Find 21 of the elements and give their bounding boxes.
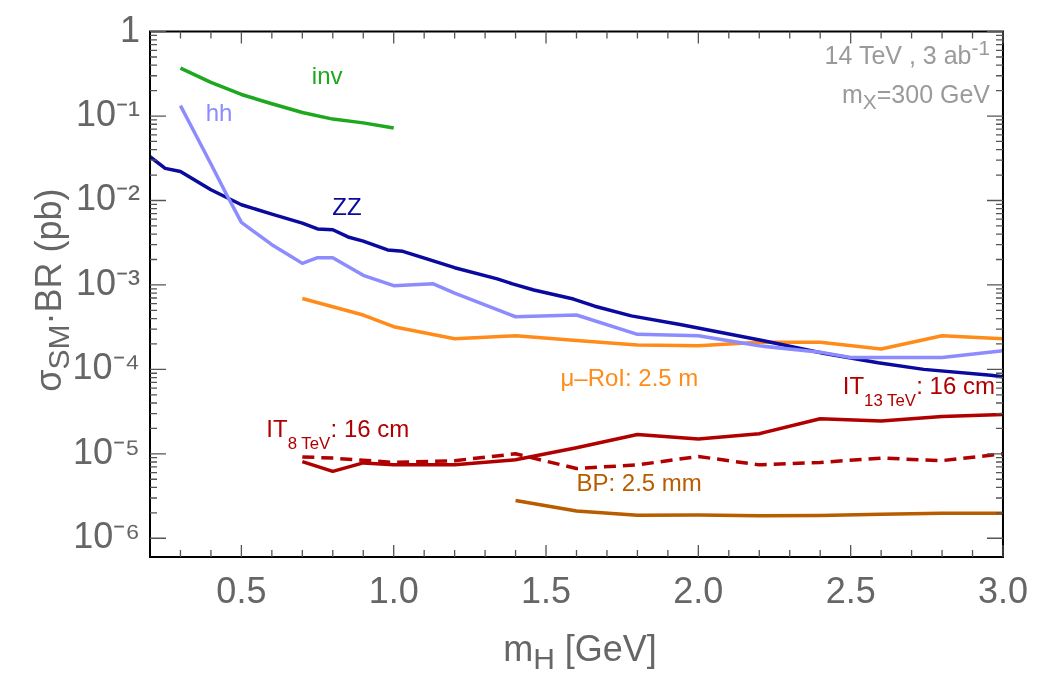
series-label: BP: 2.5 mm xyxy=(576,469,702,497)
series-label: μ–RoI: 2.5 m xyxy=(560,363,699,391)
y-tick-label: 10⁻⁶ xyxy=(73,515,140,557)
y-tick-label: 1 xyxy=(119,8,140,50)
annotation: 14 TeV , 3 ab$^{-1}$ xyxy=(824,36,990,71)
x-tick-label: 1.0 xyxy=(368,569,419,611)
series-label: ZZ xyxy=(332,193,362,221)
x-axis-title: m$_{H}$ [GeV] xyxy=(503,627,657,677)
series-label: hh xyxy=(205,98,233,126)
y-tick-label: 10⁻² xyxy=(75,177,141,219)
x-tick-label: 2.0 xyxy=(673,569,724,611)
y-tick-label: 10⁻³ xyxy=(75,261,141,303)
annotation: m$_{X}$=300 GeV xyxy=(841,80,990,114)
series-label: inv xyxy=(311,61,343,89)
x-tick-label: 0.5 xyxy=(216,569,267,611)
x-tick-label: 2.5 xyxy=(825,569,876,611)
x-tick-label: 3.0 xyxy=(977,569,1028,611)
y-tick-label: 10⁻¹ xyxy=(75,92,141,134)
y-tick-label: 10⁻⁵ xyxy=(73,430,140,472)
y-tick-label: 10⁻⁴ xyxy=(72,346,140,388)
x-tick-label: 1.5 xyxy=(521,569,572,611)
